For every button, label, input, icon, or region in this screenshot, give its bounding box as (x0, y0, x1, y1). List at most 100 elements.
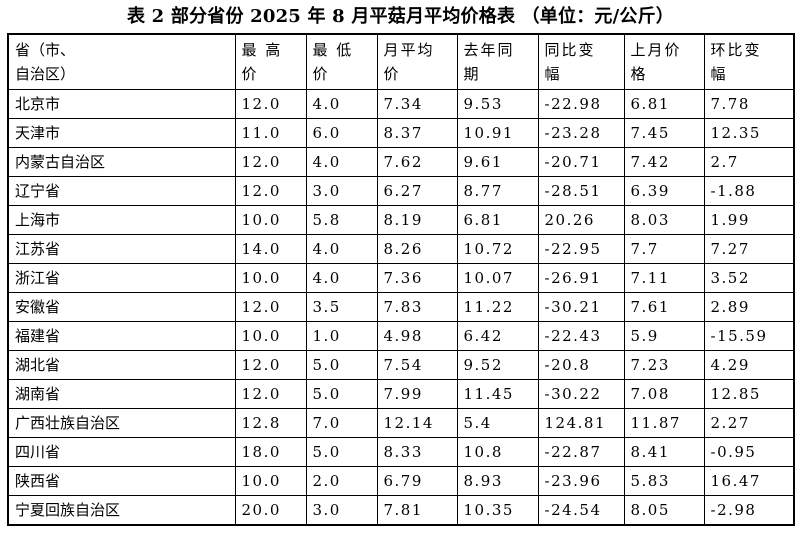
cell-min-price: 4.0 (305, 89, 378, 119)
cell-min-price: 3.5 (305, 292, 378, 322)
cell-monthly-avg-price: 8.19 (376, 205, 458, 235)
price-table: 省（市、自治区）最 高价最 低价月平均价去年同期同比变幅上月价格环比变幅 北京市… (7, 33, 795, 526)
cell-last-year-same-period: 10.8 (456, 437, 539, 467)
cell-last-month-price: 7.23 (623, 350, 705, 380)
header-last-year-same-period: 去年同期 (456, 33, 539, 90)
cell-mom-change: 2.89 (703, 292, 795, 322)
cell-yoy-change: -23.96 (537, 466, 625, 496)
table-row: 江苏省 14.0 4.0 8.26 10.72 -22.95 7.7 7.27 (7, 234, 795, 264)
cell-yoy-change: -24.54 (537, 495, 625, 526)
cell-max-price: 12.0 (234, 350, 307, 380)
table-body: 北京市 12.0 4.0 7.34 9.53 -22.98 6.81 7.78 天津市 11.0 6… (7, 89, 795, 526)
cell-monthly-avg-price: 6.79 (376, 466, 458, 496)
cell-mom-change: 3.52 (703, 263, 795, 293)
cell-last-month-price: 7.08 (623, 379, 705, 409)
cell-max-price: 20.0 (234, 495, 307, 526)
cell-max-price: 12.0 (234, 292, 307, 322)
cell-min-price: 5.8 (305, 205, 378, 235)
header-line2: 价 (312, 65, 330, 83)
cell-mom-change: 2.27 (703, 408, 795, 438)
cell-yoy-change: -30.22 (537, 379, 625, 409)
table-row: 安徽省 12.0 3.5 7.83 11.22 -30.21 7.61 2.89 (7, 292, 795, 322)
cell-mom-change: 12.35 (703, 118, 795, 148)
cell-yoy-change: 20.26 (537, 205, 625, 235)
table-row: 宁夏回族自治区 20.0 3.0 7.81 10.35 -24.54 8.05 -2.98 (7, 495, 795, 526)
cell-min-price: 3.0 (305, 495, 378, 526)
header-line2: 幅 (544, 65, 562, 83)
table-row: 天津市 11.0 6.0 8.37 10.91 -23.28 7.45 12.35 (7, 118, 795, 148)
cell-last-year-same-period: 10.07 (456, 263, 539, 293)
cell-max-price: 10.0 (234, 466, 307, 496)
cell-last-year-same-period: 11.22 (456, 292, 539, 322)
cell-min-price: 7.0 (305, 408, 378, 438)
cell-last-month-price: 11.87 (623, 408, 705, 438)
cell-mom-change: 4.29 (703, 350, 795, 380)
cell-province: 广西壮族自治区 (7, 408, 236, 438)
cell-monthly-avg-price: 4.98 (376, 321, 458, 351)
cell-last-year-same-period: 9.61 (456, 147, 539, 177)
cell-last-month-price: 6.39 (623, 176, 705, 206)
cell-monthly-avg-price: 7.36 (376, 263, 458, 293)
header-min-price: 最 低价 (305, 33, 378, 90)
cell-last-year-same-period: 10.35 (456, 495, 539, 526)
table-row: 辽宁省 12.0 3.0 6.27 8.77 -28.51 6.39 -1.88 (7, 176, 795, 206)
cell-max-price: 12.0 (234, 379, 307, 409)
cell-last-month-price: 7.42 (623, 147, 705, 177)
header-line2: 幅 (710, 65, 728, 83)
cell-last-year-same-period: 8.93 (456, 466, 539, 496)
cell-monthly-avg-price: 7.81 (376, 495, 458, 526)
cell-monthly-avg-price: 7.34 (376, 89, 458, 119)
cell-monthly-avg-price: 8.26 (376, 234, 458, 264)
cell-yoy-change: -22.87 (537, 437, 625, 467)
cell-max-price: 10.0 (234, 321, 307, 351)
cell-yoy-change: -22.43 (537, 321, 625, 351)
table-row: 四川省 18.0 5.0 8.33 10.8 -22.87 8.41 -0.95 (7, 437, 795, 467)
cell-max-price: 10.0 (234, 205, 307, 235)
cell-min-price: 1.0 (305, 321, 378, 351)
header-line2: 期 (463, 65, 481, 83)
cell-monthly-avg-price: 8.33 (376, 437, 458, 467)
cell-max-price: 12.0 (234, 147, 307, 177)
cell-mom-change: -0.95 (703, 437, 795, 467)
cell-monthly-avg-price: 6.27 (376, 176, 458, 206)
cell-monthly-avg-price: 12.14 (376, 408, 458, 438)
cell-last-year-same-period: 10.72 (456, 234, 539, 264)
cell-min-price: 4.0 (305, 234, 378, 264)
cell-max-price: 18.0 (234, 437, 307, 467)
header-max-price: 最 高价 (234, 33, 307, 90)
cell-yoy-change: -22.95 (537, 234, 625, 264)
cell-province: 宁夏回族自治区 (7, 495, 236, 526)
header-line1: 同比变 (544, 41, 596, 59)
table-row: 湖南省 12.0 5.0 7.99 11.45 -30.22 7.08 12.85 (7, 379, 795, 409)
cell-province: 湖北省 (7, 350, 236, 380)
table-header: 省（市、自治区）最 高价最 低价月平均价去年同期同比变幅上月价格环比变幅 (7, 33, 795, 90)
cell-max-price: 12.8 (234, 408, 307, 438)
cell-mom-change: 2.7 (703, 147, 795, 177)
header-line1: 最 高 (241, 41, 283, 59)
cell-min-price: 4.0 (305, 263, 378, 293)
cell-monthly-avg-price: 7.83 (376, 292, 458, 322)
cell-province: 四川省 (7, 437, 236, 467)
header-province: 省（市、自治区） (7, 33, 236, 90)
table-row: 福建省 10.0 1.0 4.98 6.42 -22.43 5.9 -15.59 (7, 321, 795, 351)
header-line1: 上月价 (630, 41, 682, 59)
cell-province: 江苏省 (7, 234, 236, 264)
header-row: 省（市、自治区）最 高价最 低价月平均价去年同期同比变幅上月价格环比变幅 (7, 33, 795, 90)
cell-mom-change: 1.99 (703, 205, 795, 235)
header-mom-change: 环比变幅 (703, 33, 795, 90)
header-line1: 月平均 (383, 41, 435, 59)
cell-province: 浙江省 (7, 263, 236, 293)
cell-monthly-avg-price: 7.99 (376, 379, 458, 409)
cell-min-price: 2.0 (305, 466, 378, 496)
cell-min-price: 5.0 (305, 437, 378, 467)
cell-max-price: 14.0 (234, 234, 307, 264)
cell-last-year-same-period: 11.45 (456, 379, 539, 409)
cell-last-year-same-period: 8.77 (456, 176, 539, 206)
cell-last-month-price: 8.41 (623, 437, 705, 467)
cell-mom-change: 16.47 (703, 466, 795, 496)
cell-mom-change: -15.59 (703, 321, 795, 351)
cell-mom-change: -2.98 (703, 495, 795, 526)
table-row: 陕西省 10.0 2.0 6.79 8.93 -23.96 5.83 16.47 (7, 466, 795, 496)
cell-max-price: 12.0 (234, 89, 307, 119)
header-line1: 最 低 (312, 41, 354, 59)
